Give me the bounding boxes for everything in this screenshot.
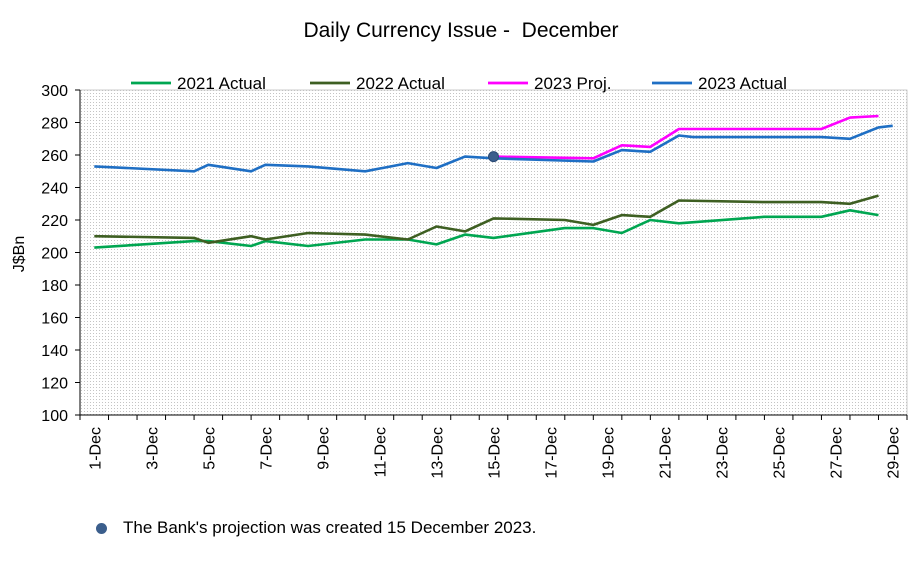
- legend-entry: 2022 Actual: [356, 74, 445, 93]
- x-tick-label: 3-Dec: [144, 427, 161, 470]
- legend: 2021 Actual 2022 Actual 2023 Proj. 2023 Act…: [131, 74, 787, 93]
- y-tick-label: 120: [41, 376, 68, 393]
- y-axis-label: J$Bn: [11, 236, 28, 272]
- footnote: The Bank's projection was created 15 Dec…: [96, 518, 536, 538]
- x-tick-label: 5-Dec: [201, 427, 218, 470]
- y-axis: 100 120 140 160 180 200 220 240 260 280 300: [41, 83, 81, 425]
- x-tick-label: 11-Dec: [372, 427, 389, 477]
- series-line-2023-actual: [94, 124, 893, 173]
- y-tick-label: 100: [41, 408, 68, 425]
- y-tick-label: 220: [41, 213, 68, 230]
- y-tick-label: 280: [41, 116, 68, 133]
- x-tick-label: 19-Dec: [601, 427, 618, 479]
- x-tick-label: 23-Dec: [715, 427, 732, 479]
- legend-entry: 2023 Actual: [698, 74, 787, 93]
- x-tick-label: 13-Dec: [429, 427, 446, 479]
- x-tick-label: 21-Dec: [658, 427, 675, 479]
- x-tick-label: 9-Dec: [315, 427, 332, 470]
- x-tick-label: 27-Dec: [829, 427, 846, 479]
- x-tick-label: 15-Dec: [487, 427, 504, 479]
- series-line-2023-proj-: [493, 114, 879, 160]
- y-tick-label: 140: [41, 343, 68, 360]
- y-tick-label: 180: [41, 278, 68, 295]
- y-tick-label: 300: [41, 83, 68, 100]
- projection-start-marker: [488, 151, 499, 163]
- x-tick-label: 1-Dec: [87, 427, 104, 470]
- series-lines: [94, 114, 893, 249]
- x-tick-label: 29-Dec: [886, 427, 903, 479]
- plot-area: [79, 89, 908, 416]
- y-tick-label: 240: [41, 181, 68, 198]
- x-tick-label: 17-Dec: [544, 427, 561, 479]
- series-line-2022-actual: [94, 194, 879, 245]
- x-tick-label: 25-Dec: [772, 427, 789, 479]
- series-line-2021-actual: [94, 209, 879, 249]
- x-axis: 1-Dec 3-Dec 5-Dec 7-Dec 9-Dec 11-Dec 13-Dec 15-…: [79, 414, 908, 479]
- legend-entry: 2023 Proj.: [534, 74, 612, 93]
- projection-marker-icon: [96, 522, 107, 534]
- y-tick-label: 260: [41, 148, 68, 165]
- footnote-text: The Bank's projection was created 15 Dec…: [123, 518, 537, 537]
- y-tick-label: 160: [41, 311, 68, 328]
- chart-title: Daily Currency Issue - December: [303, 19, 618, 42]
- y-tick-label: 200: [41, 246, 68, 263]
- legend-entry: 2021 Actual: [177, 74, 266, 93]
- x-tick-label: 7-Dec: [258, 427, 275, 470]
